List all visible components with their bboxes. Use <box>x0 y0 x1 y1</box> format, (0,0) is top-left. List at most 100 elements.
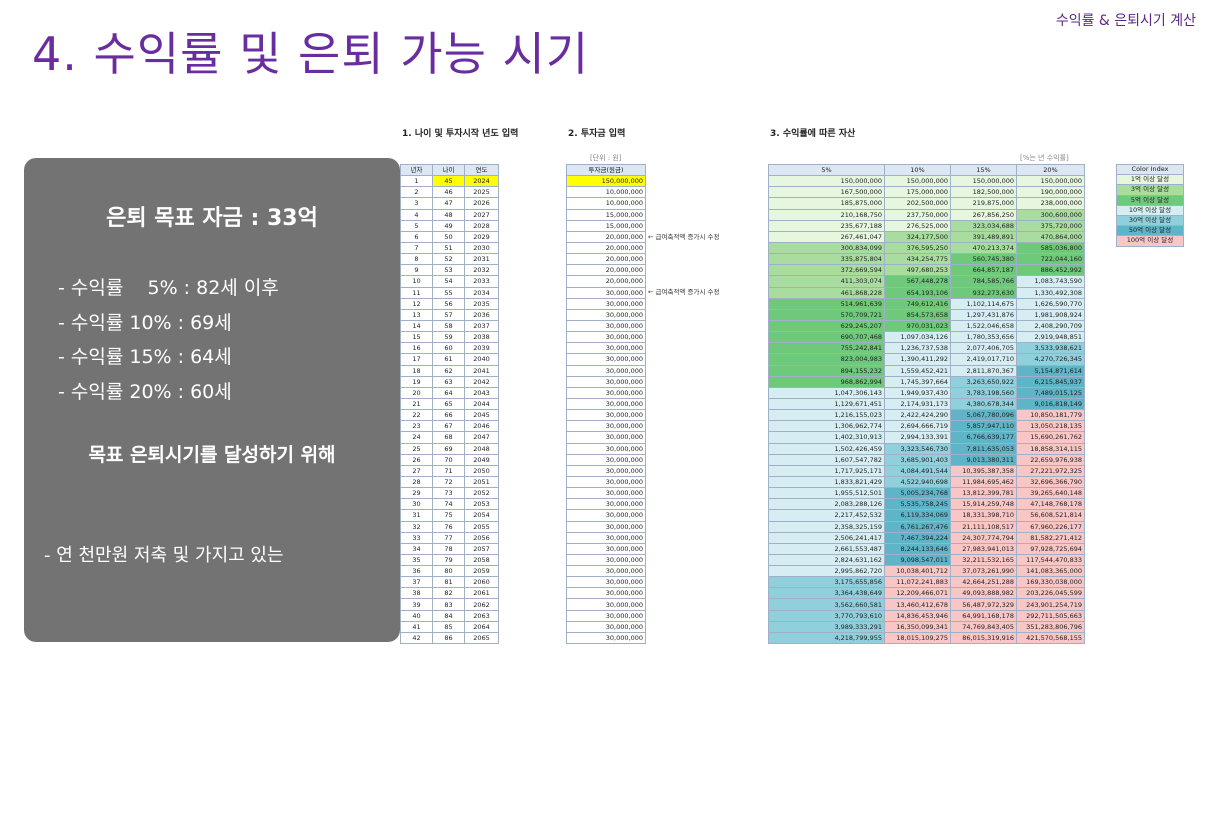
asset-cell: 117,544,470,833 <box>1016 553 1085 567</box>
year-index-cell: 32 <box>400 520 433 533</box>
table-row: 4 48 2027 <box>400 208 499 221</box>
year-index-cell: 28 <box>400 475 433 489</box>
asset-cell: 6,215,845,937 <box>1016 375 1085 388</box>
year-index-cell: 29 <box>400 487 433 500</box>
goal-lines: - 연 천만원 저축 및 가지고 있는 종잣돈으로 투자 1호기 투자 - 수익… <box>44 473 315 836</box>
table-row: 1,402,310,913 2,994,133,391 6,766,639,177 1… <box>768 431 1085 444</box>
year-cell: 2049 <box>464 453 499 466</box>
asset-cell: 300,600,000 <box>1016 208 1085 221</box>
asset-cell: 1,216,155,023 <box>768 409 885 422</box>
asset-cell: 267,856,250 <box>950 208 1017 221</box>
table-row: 1,502,426,459 3,323,546,730 7,811,635,053 1… <box>768 442 1085 455</box>
year-cell: 2060 <box>464 576 499 589</box>
principal-cell: 30,000,000 <box>566 475 646 489</box>
year-cell: 2061 <box>464 587 499 600</box>
asset-cell: 2,824,631,162 <box>768 553 885 567</box>
asset-cell: 56,608,521,814 <box>1016 509 1085 522</box>
table-row: 30,000,000 <box>566 631 646 645</box>
table-row: 31 75 2054 <box>400 509 499 522</box>
year-index-cell: 9 <box>400 264 433 277</box>
asset-cell: 1,330,492,308 <box>1016 286 1085 299</box>
asset-cell: 2,694,666,719 <box>884 420 951 433</box>
asset-cell: 202,500,000 <box>884 197 951 210</box>
table-row: 823,004,983 1,390,411,292 2,419,017,710 4,2… <box>768 353 1085 366</box>
goal-line: - 연 천만원 저축 및 가지고 있는 <box>44 545 284 566</box>
table-row: 7 51 2030 <box>400 241 499 255</box>
principal-cell: 30,000,000 <box>566 397 646 411</box>
age-cell: 79 <box>432 553 465 567</box>
table-row: 30,000,000 <box>566 319 646 333</box>
age-cell: 55 <box>432 286 465 299</box>
asset-cell: 3,263,650,922 <box>950 375 1017 388</box>
asset-cell: 1,949,937,430 <box>884 386 951 399</box>
table-row: 37 81 2060 <box>400 576 499 589</box>
year-index-cell: 4 <box>400 208 433 221</box>
year-index-cell: 18 <box>400 364 433 377</box>
age-cell: 71 <box>432 464 465 477</box>
asset-cell: 372,669,594 <box>768 264 885 277</box>
table-row: 30,000,000 <box>566 420 646 433</box>
principal-cell: 30,000,000 <box>566 631 646 645</box>
principal-cell: 30,000,000 <box>566 598 646 611</box>
asset-cell: 932,273,630 <box>950 286 1017 299</box>
year-cell: 2057 <box>464 542 499 555</box>
age-cell: 83 <box>432 598 465 611</box>
asset-cell: 690,707,468 <box>768 331 885 344</box>
asset-cell: 150,000,000 <box>768 175 885 188</box>
asset-cell: 5,067,780,096 <box>950 409 1017 422</box>
asset-cell: 21,111,108,517 <box>950 520 1017 533</box>
table-row: 30,000,000 <box>566 353 646 366</box>
color-index-legend: Color Index 1억 이상 달성 3억 이상 달성 5억 이상 달성 10억 … <box>1116 163 1184 247</box>
summary-panel: 은퇴 목표 자금 : 33억 - 수익률 5% : 82세 이후 - 수익률 1… <box>24 158 400 764</box>
table-row: 1,955,512,501 5,005,234,768 13,812,399,781… <box>768 487 1085 500</box>
year-cell: 2063 <box>464 609 499 622</box>
investment-table: 투자금(원금) 150,000,000 10,000,000 10,000,000 1… <box>566 163 646 645</box>
asset-cell: 14,836,453,946 <box>884 609 951 622</box>
table-row: 30,000,000 <box>566 553 646 567</box>
section-title-age: 1. 나이 및 투자시작 년도 입력 <box>402 129 519 139</box>
year-index-cell: 41 <box>400 620 433 633</box>
asset-cell: 2,077,406,705 <box>950 342 1017 355</box>
table-row: 150,000,000 <box>566 175 646 188</box>
principal-cell: 30,000,000 <box>566 509 646 522</box>
table-row: 10,000,000 <box>566 197 646 210</box>
year-index-cell: 19 <box>400 375 433 388</box>
asset-cell: 722,044,160 <box>1016 253 1085 266</box>
asset-cell: 1,559,452,421 <box>884 364 951 377</box>
table-row: 20 64 2043 <box>400 386 499 399</box>
principal-cell: 30,000,000 <box>566 353 646 366</box>
asset-cell: 219,875,000 <box>950 197 1017 210</box>
table-row: 167,500,000 175,000,000 182,500,000 190,000… <box>768 186 1085 199</box>
legend-item: 10억 이상 달성 <box>1116 204 1184 216</box>
asset-cell: 1,102,114,675 <box>950 297 1017 310</box>
age-cell: 60 <box>432 342 465 355</box>
asset-cell: 2,419,017,710 <box>950 353 1017 366</box>
principal-cell: 30,000,000 <box>566 319 646 333</box>
asset-cell: 2,422,424,290 <box>884 409 951 422</box>
table-row: 3,770,793,610 14,836,453,946 64,991,168,17… <box>768 609 1085 622</box>
asset-cell: 9,013,380,311 <box>950 453 1017 466</box>
table-row: 1,607,547,782 3,685,901,403 9,013,380,311 2… <box>768 453 1085 466</box>
asset-cell: 654,193,106 <box>884 286 951 299</box>
table-row: 3,989,333,291 16,350,099,341 74,769,843,40… <box>768 620 1085 633</box>
asset-cell: 4,380,678,344 <box>950 397 1017 411</box>
year-index-cell: 38 <box>400 587 433 600</box>
rate-results: - 수익률 5% : 82세 이후 - 수익률 10% : 69세 - 수익률 … <box>58 271 279 409</box>
asset-cell: 22,659,976,938 <box>1016 453 1085 466</box>
table-row: 20,000,000 <box>566 241 646 255</box>
table-row: 40 84 2063 <box>400 609 499 622</box>
table-row: 335,875,804 434,254,775 560,745,380 722,044… <box>768 253 1085 266</box>
table-row: 1,717,925,171 4,084,491,544 10,395,387,358… <box>768 464 1085 477</box>
asset-cell: 11,072,241,883 <box>884 576 951 589</box>
year-index-cell: 24 <box>400 431 433 444</box>
asset-cell: 10,850,181,779 <box>1016 409 1085 422</box>
year-index-cell: 23 <box>400 420 433 433</box>
principal-cell: 30,000,000 <box>566 576 646 589</box>
asset-cell: 16,350,099,341 <box>884 620 951 633</box>
note-salary-adjust: ← 급여축적액 증가시 수정 <box>648 233 720 241</box>
asset-cell: 2,358,325,159 <box>768 520 885 533</box>
principal-cell: 150,000,000 <box>566 175 646 188</box>
table-row: 25 69 2048 <box>400 442 499 455</box>
table-row: 30,000,000 <box>566 431 646 444</box>
table-row: 2,824,631,162 9,098,547,011 32,211,532,165… <box>768 553 1085 567</box>
